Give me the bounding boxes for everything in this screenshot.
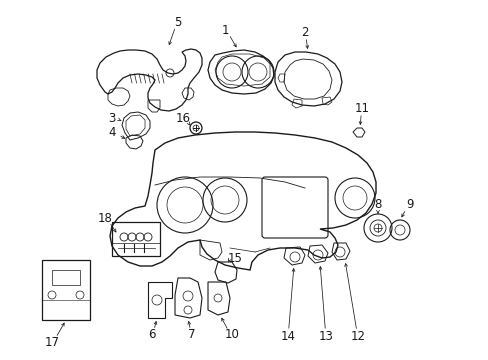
Text: 14: 14 [280,329,295,342]
Text: 2: 2 [301,26,308,39]
Text: 10: 10 [224,328,239,342]
Text: 17: 17 [44,336,60,348]
Text: 7: 7 [188,328,195,342]
Text: 9: 9 [406,198,413,211]
Text: 8: 8 [373,198,381,211]
Text: 11: 11 [354,102,369,114]
Text: 3: 3 [108,112,116,125]
Text: 12: 12 [350,329,365,342]
Text: 4: 4 [108,126,116,139]
Text: 18: 18 [98,211,112,225]
Text: 1: 1 [221,23,228,36]
Text: 16: 16 [175,112,190,125]
Text: 13: 13 [318,329,333,342]
Text: 6: 6 [148,328,156,342]
Text: 15: 15 [227,252,242,265]
Text: 5: 5 [174,15,182,28]
